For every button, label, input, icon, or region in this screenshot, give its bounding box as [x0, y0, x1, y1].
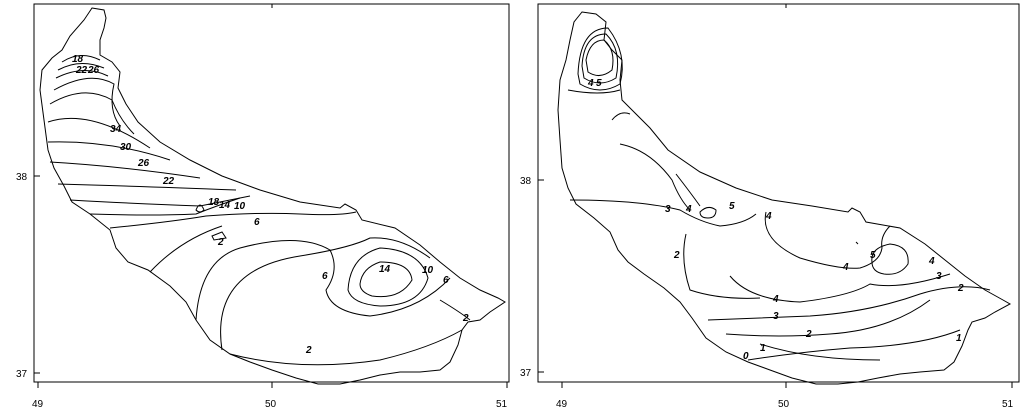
left-iso-label: 6 — [443, 275, 449, 286]
right-iso-label: 4 — [842, 262, 849, 273]
right-iso-label: 5 — [870, 250, 876, 261]
right-iso-label: 2 — [957, 283, 964, 294]
right-x-label-51: 51 — [1002, 399, 1014, 409]
right-iso-label: 3 — [773, 311, 779, 322]
right-lagoon — [699, 206, 717, 219]
left-iso-label: 6 — [254, 217, 260, 228]
right-x-label-49: 49 — [556, 399, 568, 409]
left-iso-label: 22 — [75, 65, 88, 76]
right-iso-label: 2 — [673, 250, 680, 261]
right-iso-label: 4 — [928, 256, 935, 267]
left-x-label-51: 51 — [496, 399, 508, 409]
right-x-label-50: 50 — [778, 399, 790, 409]
right-isoline-labels: 4 5 3 4 5 4 2 5 4 4 3 2 4 3 2 1 1 0 — [587, 78, 964, 362]
left-iso-label: 22 — [162, 176, 175, 187]
left-y-label-38: 38 — [16, 172, 28, 183]
left-iso-label: 14 — [219, 200, 231, 211]
left-iso-label: 26 — [87, 65, 100, 76]
right-y-label-37: 37 — [520, 368, 532, 379]
right-iso-label: 4 — [765, 211, 772, 222]
right-iso-label: 5 — [729, 201, 735, 212]
right-isolines — [567, 27, 991, 361]
left-x-label-50: 50 — [265, 399, 277, 409]
right-y-label-38: 38 — [520, 176, 532, 187]
left-iso-label: 30 — [120, 142, 132, 153]
left-iso-label: 34 — [110, 124, 122, 135]
right-iso-label: 2 — [805, 329, 812, 340]
right-iso-label: 4 — [587, 78, 594, 89]
left-x-label-49: 49 — [32, 399, 44, 409]
right-iso-label: 4 — [685, 204, 692, 215]
left-iso-label: 14 — [379, 264, 391, 275]
right-province-outline — [557, 11, 1012, 385]
right-iso-label: 3 — [665, 204, 671, 215]
left-iso-label: 2 — [462, 313, 469, 324]
right-iso-label: 0 — [743, 351, 749, 362]
left-iso-label: 26 — [137, 158, 150, 169]
left-iso-label: 10 — [422, 265, 434, 276]
left-iso-label: 2 — [217, 237, 224, 248]
left-iso-label: 18 — [72, 54, 84, 65]
left-islet — [211, 231, 227, 241]
left-iso-label: 6 — [322, 271, 328, 282]
right-iso-label: 4 — [772, 294, 779, 305]
right-iso-label: 1 — [760, 343, 766, 354]
left-isolines — [47, 55, 471, 366]
right-iso-label: 3 — [936, 271, 942, 282]
left-iso-label: 18 — [208, 197, 220, 208]
right-map: 38 37 49 50 51 4 5 3 — [520, 3, 1020, 409]
right-iso-label: 1 — [956, 333, 962, 344]
right-islet — [855, 241, 859, 245]
left-isoline-labels: 18 22 26 34 30 26 22 18 14 10 6 2 6 14 1… — [72, 54, 469, 356]
left-iso-label: 10 — [234, 201, 246, 212]
right-iso-label: 5 — [596, 78, 602, 89]
left-y-label-37: 37 — [16, 369, 28, 380]
right-map-frame — [537, 3, 1020, 383]
left-iso-label: 2 — [305, 345, 312, 356]
left-province-outline — [39, 7, 506, 385]
left-map: 38 37 49 50 51 — [16, 3, 510, 409]
